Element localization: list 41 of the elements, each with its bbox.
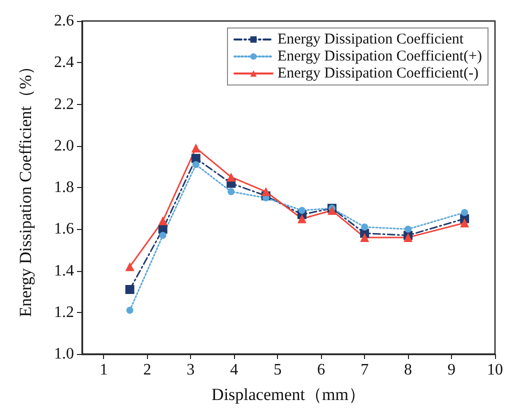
x-tick-label: 8 [404,362,412,378]
x-tick-label: 10 [487,362,503,378]
x-axis-title: Displacement（mm） [212,385,366,404]
y-tick-label: 2.2 [54,96,74,113]
point [158,216,168,226]
y-axis-title: Energy Dissipation Coefficient（%） [16,58,35,318]
point [228,188,235,196]
point [360,232,370,242]
point [191,143,200,152]
point [125,262,134,272]
point [125,284,134,294]
x-tick-label: 9 [448,362,456,378]
point [297,214,306,224]
y-tick-label: 2.0 [54,137,74,154]
point [126,306,134,314]
x-tick-label: 7 [360,362,369,378]
x-tick-label: 6 [317,362,326,378]
x-tick-label: 5 [274,362,282,378]
point [261,187,270,196]
y-tick-label: 1.4 [54,262,74,280]
y-tick-label: 2.4 [54,54,74,72]
x-tick-label: 1 [100,362,108,378]
legend-label: Energy Dissipation Coefficient(+) [277,48,482,64]
y-tick-label: 1.2 [54,304,74,321]
legend-label: Energy Dissipation Coefficient(-) [277,66,479,82]
x-tick-label: 2 [143,362,152,378]
x-tick-label: 4 [230,362,238,378]
point [226,172,236,182]
legend-label: Energy Dissipation Coefficient [277,32,464,48]
point [461,208,468,216]
point [361,224,368,231]
point [159,232,166,239]
y-tick-label: 1.8 [54,179,74,196]
y-tick-label: 1.6 [54,220,74,238]
y-tick-label: 2.6 [54,12,74,30]
point [404,226,412,233]
point [192,161,200,168]
y-tick-label: 1.0 [54,346,74,362]
point [298,206,306,214]
x-tick-label: 3 [186,362,195,378]
point [460,218,470,228]
